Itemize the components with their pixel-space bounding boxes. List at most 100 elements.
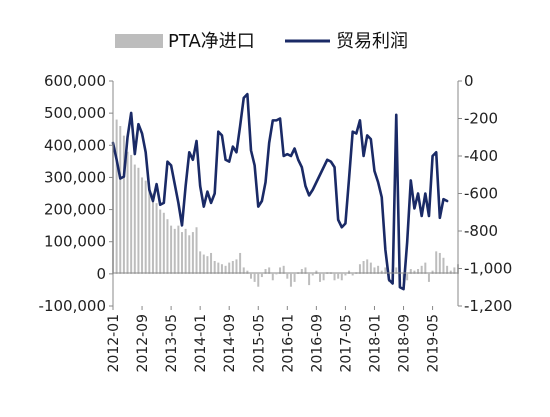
bar [130,154,133,274]
bar [446,265,449,274]
bar [177,225,180,274]
bar [406,273,409,281]
bar [224,265,227,274]
bar [377,265,380,274]
x-tick-label: 2018-09 [397,314,413,373]
bar [217,262,220,274]
bar [279,267,282,274]
bar [409,269,412,274]
legend: PTA净进口 贸易利润 [115,31,408,52]
left-tick-label: 400,000 [44,136,106,154]
bar [271,273,274,281]
bar [195,227,198,274]
bar [253,273,256,282]
x-tick-label: 2012-09 [135,314,151,373]
right-tick-label: -400 [464,147,498,165]
bar [308,273,311,286]
bar [126,151,129,274]
bar [260,273,263,278]
left-tick-label: 0 [96,265,106,283]
bar [162,212,165,274]
legend-swatch-pta-net-import [115,34,163,48]
bar [119,126,122,274]
bar [202,254,205,274]
right-tick-label: -200 [464,110,498,128]
bar [438,252,441,274]
left-tick-label: -100,000 [39,297,106,315]
bar-series-pta-net-import [112,119,459,287]
bar [188,235,191,274]
left-tick-label: 100,000 [44,233,106,251]
bar [151,193,154,274]
x-tick-label: 2015-05 [251,314,267,373]
bar [228,262,231,274]
bar [206,256,209,274]
bar [337,273,340,279]
right-tick-label: -800 [464,222,498,240]
legend-label-trade-profit: 贸易利润 [336,31,408,52]
right-tick-label: -600 [464,185,498,203]
bar [231,261,234,274]
bar [239,252,242,274]
bar [413,270,416,274]
bar [115,119,118,274]
bar [319,273,321,282]
right-tick-label: -1,200 [464,297,512,315]
bar [431,270,434,274]
bar [246,270,249,274]
bar [220,264,223,274]
bar [449,270,452,274]
bar [435,251,438,274]
bar [257,273,260,287]
x-tick-label: 2014-09 [222,314,238,373]
bar [322,273,325,281]
right-tick-label: -1,000 [464,260,512,278]
bar [264,269,267,274]
left-tick-label: 300,000 [44,168,106,186]
bar [344,273,347,276]
bar [173,228,176,274]
bar [275,273,278,275]
bar [268,267,271,274]
right-axis-ticks: 0 -200 -400 -600 -800 -1,000 -1,200 [458,72,512,315]
bar [311,273,314,276]
bar [184,228,187,274]
bar [122,135,125,274]
legend-label-pta-net-import: PTA净进口 [168,31,255,52]
bar [373,267,376,274]
line-series-trade-profit [111,92,449,291]
bar [210,252,213,274]
bar [199,251,202,274]
bar [289,273,292,287]
bar [304,267,307,274]
bar [300,269,303,274]
x-tick-label: 2018-01 [367,314,383,373]
bar [141,177,144,274]
bar [315,270,318,274]
bar [348,270,351,274]
bar [362,261,365,274]
bar [340,273,343,281]
bar [333,273,336,281]
bar [369,262,372,274]
bar [442,257,445,274]
bar [250,273,252,279]
x-tick-label: 2017-05 [338,314,354,373]
bar [351,273,354,276]
bar [417,269,420,274]
bar [395,267,398,274]
bar [133,164,136,274]
bar [144,180,147,274]
bar [453,267,456,274]
x-tick-label: 2016-01 [280,314,296,373]
left-tick-label: 200,000 [44,201,106,219]
bar [427,273,430,282]
bar [293,273,296,282]
bar [286,273,289,279]
bar [380,270,383,274]
bar [424,262,427,274]
bar [366,259,369,274]
bar [420,265,423,274]
left-tick-label: 600,000 [44,72,106,90]
